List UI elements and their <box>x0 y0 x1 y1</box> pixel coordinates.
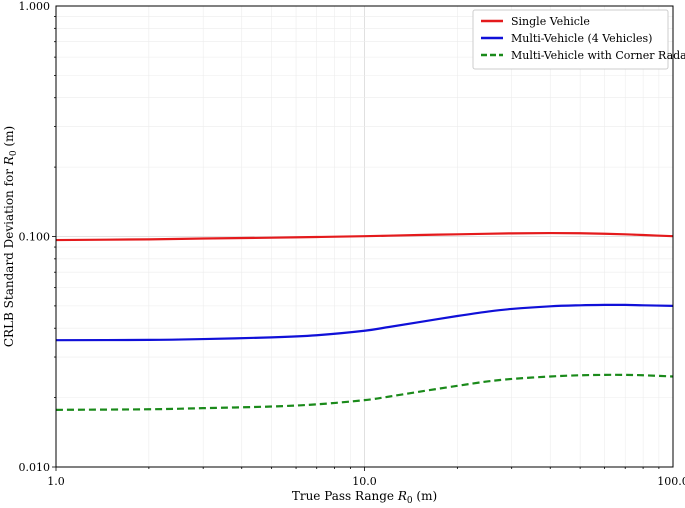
legend-entry-label: Single Vehicle <box>511 15 590 28</box>
legend-entry-label: Multi-Vehicle with Corner Radars <box>511 49 685 62</box>
legend-box <box>472 9 669 70</box>
x-tick-label: 10.0 <box>352 475 377 488</box>
series-line-3 <box>55 373 674 411</box>
y-tick-label: 1.000 <box>19 0 51 13</box>
x-tick-label: 1.0 <box>47 475 65 488</box>
y-axis-label: CRLB Standard Deviation for R0 (m) <box>2 126 19 347</box>
legend: Single Vehicle Multi-Vehicle (4 Vehicles)… <box>472 9 685 70</box>
series-layer <box>55 231 674 411</box>
x-axis-label: True Pass Range R0 (m) <box>292 489 437 506</box>
series-line-2 <box>55 303 674 342</box>
series-line-1 <box>55 231 674 242</box>
ticks: 1.0 10.0 100.0 0.010 0.100 1.000 <box>19 0 685 488</box>
legend-entry-label: Multi-Vehicle (4 Vehicles) <box>511 32 652 45</box>
y-tick-label: 0.010 <box>19 461 51 474</box>
x-tick-label: 100.0 <box>657 475 685 488</box>
y-tick-label: 0.100 <box>19 231 51 244</box>
